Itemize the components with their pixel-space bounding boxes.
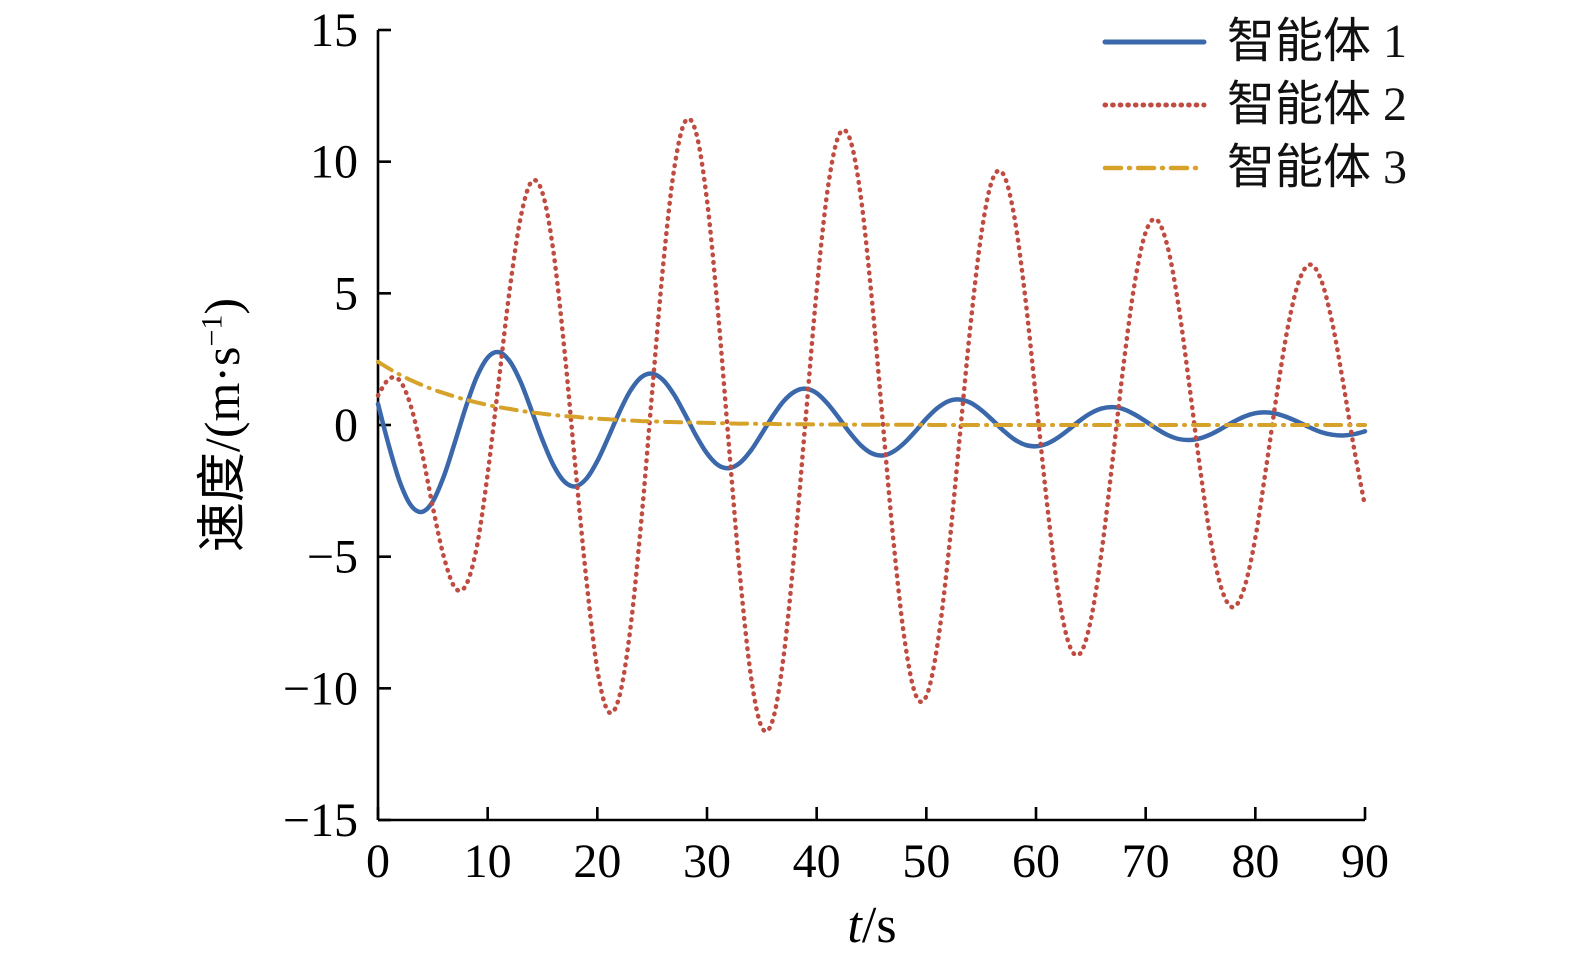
y-tick-label: 5 (334, 267, 358, 320)
x-tick-label: 90 (1341, 835, 1389, 888)
legend-item-agent2: 智能体 2 (1102, 77, 1407, 132)
y-tick-label: −5 (307, 531, 358, 584)
legend-label-agent3: 智能体 3 (1226, 140, 1407, 194)
x-tick-label: 50 (902, 835, 950, 888)
legend-line-solid-icon (1102, 39, 1207, 45)
y-axis-title-text: 速度/(m·s (194, 346, 250, 553)
legend-label-agent2: 智能体 2 (1226, 77, 1407, 131)
x-axis-title-unit: /s (861, 897, 897, 954)
x-tick-label: 40 (793, 835, 841, 888)
x-tick-label: 20 (573, 835, 621, 888)
y-axis-title: 速度/(m·s−1) (182, 298, 254, 552)
x-tick-label: 10 (464, 835, 512, 888)
series-curve-agent2 (375, 116, 1368, 734)
y-tick-label: 15 (310, 4, 358, 57)
y-tick-label: 0 (334, 399, 358, 452)
x-tick-label: 30 (683, 835, 731, 888)
series-curve-agent3 (376, 359, 1367, 427)
x-axis-title: t/s (847, 896, 896, 955)
series-curve-agent1 (375, 349, 1368, 515)
y-axis-title-superscript: −1 (195, 314, 229, 347)
y-tick-label: −15 (283, 794, 358, 847)
x-tick-label: 80 (1231, 835, 1279, 888)
x-axis-title-variable: t (847, 897, 862, 954)
legend: 智能体 1 智能体 2 智能体 3 (1102, 15, 1407, 195)
legend-line-dotted-icon (1102, 102, 1207, 108)
x-tick-label: 0 (366, 835, 390, 888)
legend-item-agent3: 智能体 3 (1102, 140, 1407, 195)
x-tick-label: 60 (1012, 835, 1060, 888)
y-tick-label: −10 (283, 662, 358, 715)
legend-label-agent1: 智能体 1 (1226, 15, 1407, 68)
y-axis-title-close: ) (194, 297, 250, 315)
y-tick-label: 10 (310, 136, 358, 189)
x-tick-label: 70 (1122, 835, 1170, 888)
legend-line-dashdot-icon (1102, 165, 1207, 171)
legend-item-agent1: 智能体 1 (1102, 15, 1407, 69)
